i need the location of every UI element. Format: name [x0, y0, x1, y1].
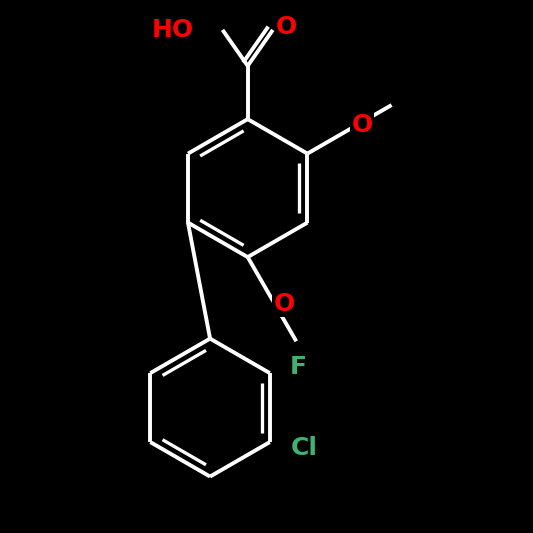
- Text: O: O: [273, 292, 295, 316]
- Text: O: O: [352, 114, 373, 138]
- Text: F: F: [289, 355, 306, 379]
- Text: O: O: [276, 15, 297, 39]
- Text: Cl: Cl: [291, 437, 318, 461]
- Text: HO: HO: [152, 18, 195, 42]
